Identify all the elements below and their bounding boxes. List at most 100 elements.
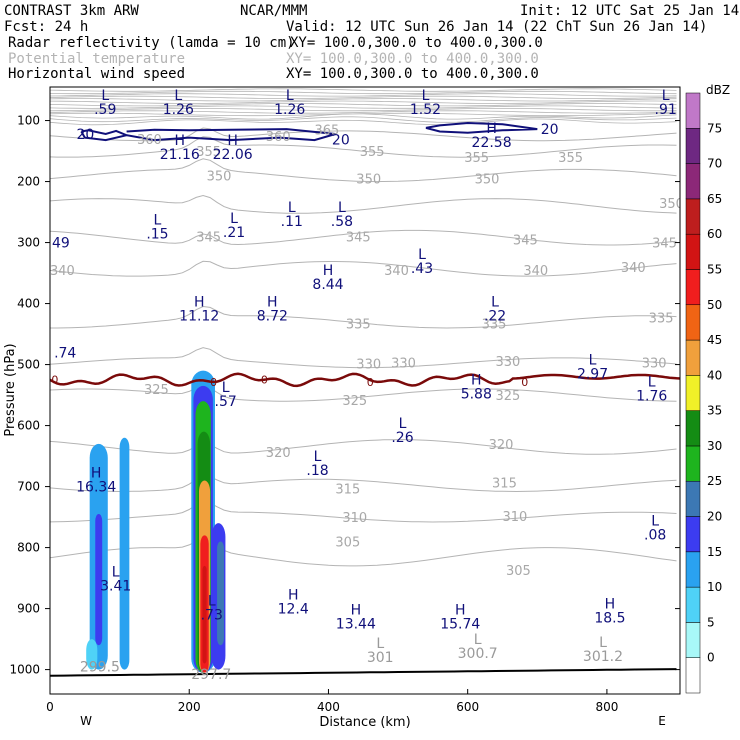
colorbar-tick-label: 40 <box>707 368 722 382</box>
wind-extremum-type: L <box>589 353 597 369</box>
wind-extremum-type: H <box>267 295 278 311</box>
reflectivity-cell <box>86 639 98 670</box>
theta-contour-upper <box>50 88 677 92</box>
wind-extremum-value: .18 <box>306 463 328 479</box>
theta-contour-upper <box>50 113 677 120</box>
wind-extremum-type: L <box>651 514 659 530</box>
colorbar-swatch <box>685 375 701 411</box>
y-tick-label: 500 <box>17 358 40 372</box>
surface-line <box>50 668 677 677</box>
wind-extremum-type: L <box>222 380 230 396</box>
wind-extremum-type: H <box>351 603 362 619</box>
colorbar-tick-label: 30 <box>707 439 722 453</box>
theta-contour <box>50 194 677 214</box>
y-tick-label: 700 <box>17 480 40 494</box>
theta-extremum-type: L <box>599 635 607 651</box>
y-tick-label: 200 <box>17 175 40 189</box>
theta-label: 350 <box>659 197 684 212</box>
wind-extremum-type: H <box>471 373 482 389</box>
theta-label: 345 <box>346 230 371 245</box>
theta-contour-upper <box>50 118 677 126</box>
wind-extremum-type: H <box>91 465 102 481</box>
theta-contour <box>50 347 677 369</box>
wind-extremum-type: L <box>338 200 346 216</box>
plot-frame <box>49 86 681 695</box>
plot-area: 360 360 365 355 355 355 355 350 350 350 350 345 345 3… <box>50 88 684 683</box>
colorbar-tick-label: 15 <box>707 545 722 559</box>
wind-extremum-type: L <box>422 88 430 104</box>
wind-extremum-type: H <box>288 587 299 603</box>
theta-label: 355 <box>196 145 221 160</box>
theta-label: 305 <box>335 535 360 550</box>
wind-extremum-type: L <box>491 295 499 311</box>
theta-contour-upper <box>50 103 677 107</box>
theta-contour-upper <box>50 116 677 123</box>
theta-contour <box>50 439 677 455</box>
theta-extremum-type: L <box>376 636 384 652</box>
theta-contour <box>50 136 677 158</box>
y-tick-label: 900 <box>17 602 40 616</box>
colorbar-swatch <box>685 128 701 164</box>
x-tick-label: 800 <box>595 700 618 714</box>
x-axis-title: Distance (km) <box>319 715 410 730</box>
wind-extremum-type: H <box>455 603 466 619</box>
header: CONTRAST 3km ARW NCAR/MMM Init: 12 UTC S… <box>4 3 739 82</box>
x-end-east: E <box>658 714 666 728</box>
wind-extremum-type: L <box>662 88 670 104</box>
partial-label: 49 <box>52 236 70 252</box>
valid-time: Valid: 12 UTC Sun 26 Jan 14 (22 ChT Sun … <box>286 19 707 35</box>
x-tick-label: 400 <box>317 700 340 714</box>
field-theta-name: Potential temperature <box>8 51 185 67</box>
wind-extremum-type: L <box>286 88 294 104</box>
wind-extremum-value: 1.76 <box>636 389 667 405</box>
wind-extremum-value: 8.44 <box>312 277 343 293</box>
wind-extremum-type: L <box>418 247 426 263</box>
field-wind-name: Horizontal wind speed <box>8 66 185 82</box>
theta-contour-upper <box>50 100 677 104</box>
theta-contour <box>50 385 677 402</box>
theta-contour <box>50 158 677 183</box>
theta-contour <box>50 260 677 277</box>
colorbar-tick-label: 65 <box>707 192 722 206</box>
theta-label: 315 <box>335 482 360 497</box>
theta-label: 330 <box>391 357 416 372</box>
colorbar-swatch <box>685 586 701 623</box>
colorbar-tick-label: 50 <box>707 298 722 312</box>
theta-label: 355 <box>464 151 489 166</box>
wind-extremum-value: 22.06 <box>213 147 253 163</box>
theta-label: 325 <box>496 389 521 404</box>
wind-extremum-value: 5.88 <box>461 387 492 403</box>
wind-extremum-type: H <box>323 263 334 279</box>
wind-extremum-value: 16.34 <box>76 479 116 495</box>
wind-label: 0 <box>367 376 374 389</box>
wind-extremum-type: L <box>648 375 656 391</box>
theta-label: 365 <box>315 124 340 139</box>
wind-label: 0 <box>51 374 58 387</box>
colorbar-swatch <box>685 445 701 482</box>
theta-contour-upper <box>50 108 677 112</box>
colorbar-tick-label: 45 <box>707 333 722 347</box>
wind-extremum-type: H <box>227 133 238 149</box>
wind-extremum-value: .43 <box>411 261 433 277</box>
wind-extremum-type: L <box>101 88 109 104</box>
wind-extremum-type: L <box>112 564 120 580</box>
wind-extremum-type: L <box>154 212 162 228</box>
colorbar-tick-label: 20 <box>707 510 722 524</box>
colorbar-swatch <box>685 657 701 694</box>
theta-label: 335 <box>482 318 507 333</box>
colorbar-swatch <box>685 163 701 200</box>
colorbar-swatch <box>685 410 701 447</box>
colorbar-swatch <box>685 622 701 658</box>
wind-extremum-type: L <box>208 594 216 610</box>
y-tick-label: 400 <box>17 297 40 311</box>
field-reflectivity-xy: XY= 100.0,300.0 to 400.0,300.0 <box>290 35 543 51</box>
theta-contour <box>50 538 677 567</box>
wind-extremum-type: H <box>194 295 205 311</box>
theta-label: 310 <box>342 511 367 526</box>
organization-label: NCAR/MMM <box>240 3 307 19</box>
wind-extremum-value: .91 <box>655 102 677 118</box>
colorbar-tick-label: 5 <box>707 615 715 629</box>
wind-extremum-type: L <box>399 416 407 432</box>
wind-extremum-value: .11 <box>281 214 303 230</box>
